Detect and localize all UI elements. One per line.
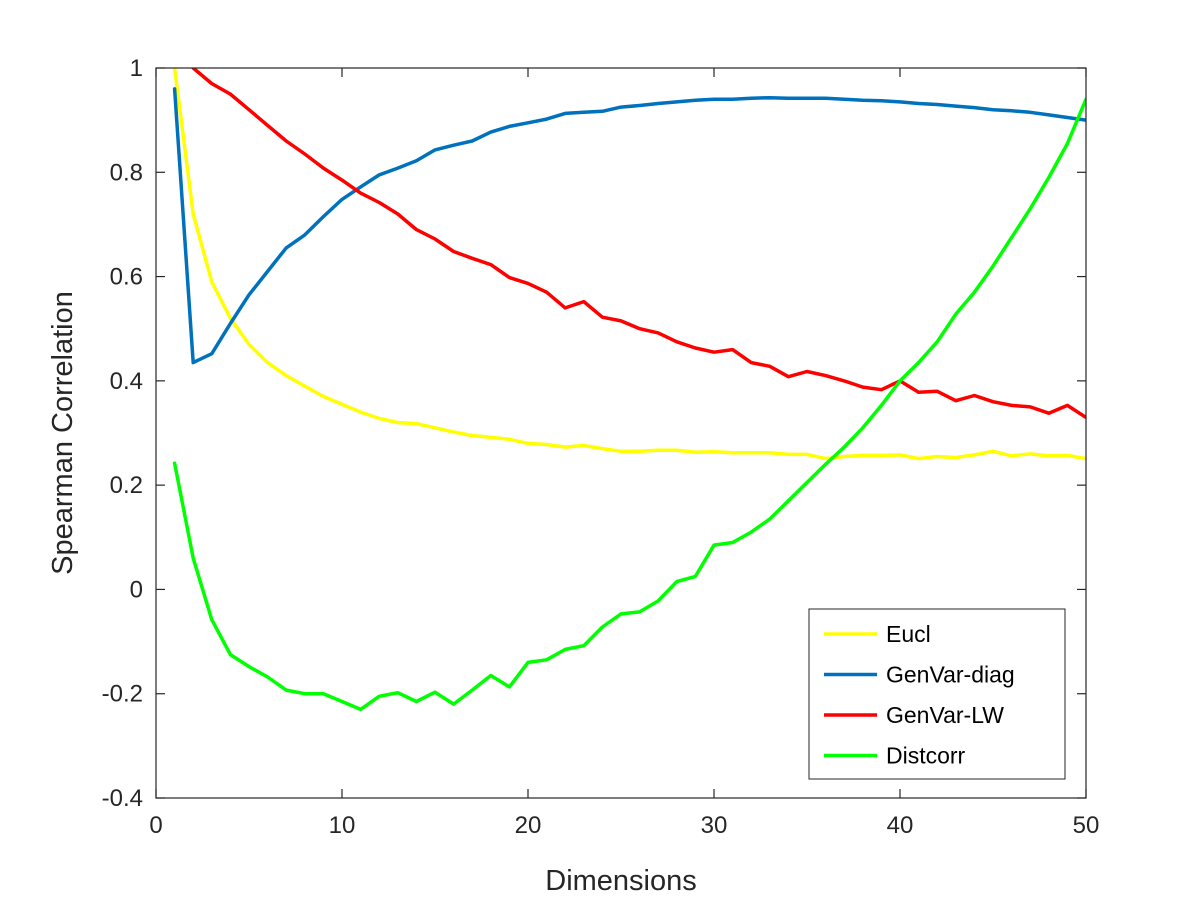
y-tick-label: 1 [130, 55, 143, 82]
x-tick-label: 0 [149, 812, 162, 839]
series-layer [172, 68, 1086, 712]
ticks-layer: 0 10 20 30 40 50 -0.4 -0.2 0 0.2 0.4 0.6 0.8 1 [102, 55, 1100, 839]
plot-frame [155, 67, 1087, 799]
x-tick-label: 20 [515, 812, 542, 839]
legend-label-1: GenVar-diag [886, 662, 1015, 688]
y-tick-label: 0.2 [110, 472, 143, 499]
y-tick-label: 0.4 [110, 368, 143, 395]
series-line-0 [172, 68, 1086, 461]
legend-box [808, 608, 1066, 780]
x-tick-label: 30 [701, 812, 728, 839]
series-line-2 [191, 68, 1086, 420]
y-axis-label: Spearman Correlation [47, 291, 79, 575]
series-line-3 [172, 97, 1086, 712]
y-tick-label: -0.2 [102, 681, 143, 708]
y-tick-label: 0.6 [110, 264, 143, 291]
y-tick-label: 0 [130, 576, 143, 603]
y-tick-label: -0.4 [102, 785, 143, 812]
legend-label-0: Eucl [886, 621, 931, 647]
y-tick-label: 0.8 [110, 159, 143, 186]
x-axis-label: Dimensions [545, 865, 697, 897]
x-tick-label: 50 [1073, 812, 1100, 839]
legend-label-2: GenVar-LW [886, 702, 1004, 728]
x-tick-label: 40 [887, 812, 914, 839]
series-line-1 [172, 87, 1086, 365]
x-tick-label: 10 [329, 812, 356, 839]
legend: Eucl GenVar-diag GenVar-LW Distcorr [808, 608, 1066, 780]
legend-label-3: Distcorr [886, 743, 966, 769]
